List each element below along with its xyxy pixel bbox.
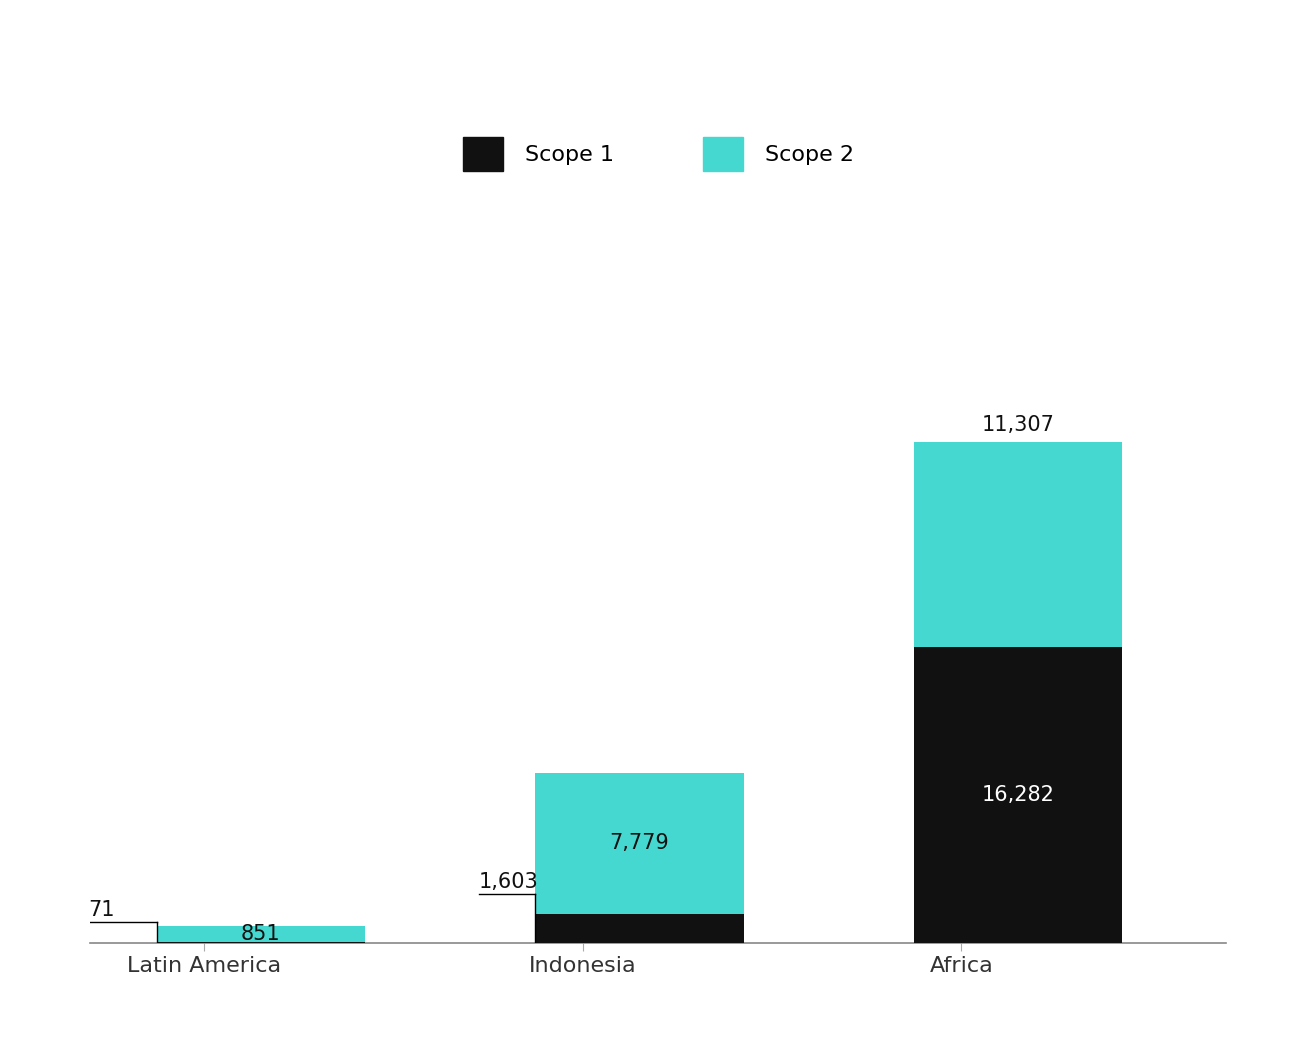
Bar <box>914 648 1122 943</box>
Text: 16,282: 16,282 <box>981 785 1055 805</box>
Text: 71: 71 <box>89 900 115 920</box>
Bar <box>536 914 744 943</box>
Bar <box>156 942 365 943</box>
Legend: Scope 1, Scope 2: Scope 1, Scope 2 <box>452 126 865 182</box>
Text: 11,307: 11,307 <box>981 415 1055 435</box>
Text: 1,603: 1,603 <box>479 872 538 892</box>
Text: 851: 851 <box>241 924 280 944</box>
Bar <box>536 772 744 914</box>
Bar <box>156 926 365 942</box>
Bar <box>914 442 1122 648</box>
Text: 7,779: 7,779 <box>609 833 669 853</box>
